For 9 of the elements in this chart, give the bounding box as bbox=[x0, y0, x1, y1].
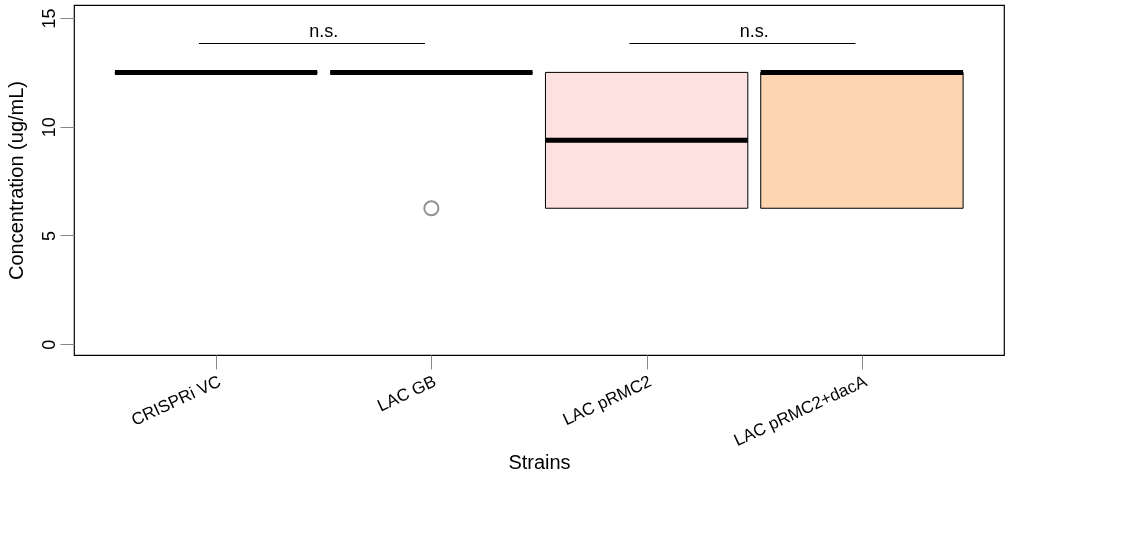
y-tick-label: 10 bbox=[38, 117, 59, 138]
y-tick-label: 5 bbox=[38, 230, 59, 241]
x-axis-title: Strains bbox=[508, 450, 571, 473]
y-tick-label: 0 bbox=[38, 339, 59, 350]
x-tick-label: LAC GB bbox=[374, 371, 440, 416]
y-axis-title: Concentration (ug/mL) bbox=[4, 81, 27, 280]
y-tick-label: 15 bbox=[38, 8, 59, 29]
annotation: n.s. bbox=[739, 20, 769, 41]
annotation: n.s. bbox=[309, 20, 339, 41]
